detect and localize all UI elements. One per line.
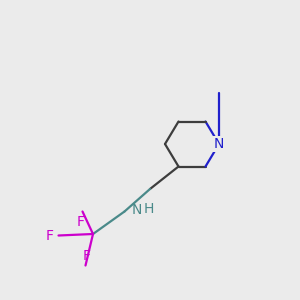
Text: F: F (46, 229, 54, 242)
Text: F: F (77, 214, 85, 229)
Text: F: F (83, 248, 91, 262)
Text: N: N (214, 137, 224, 151)
Text: N: N (132, 203, 142, 217)
Text: H: H (143, 202, 154, 216)
